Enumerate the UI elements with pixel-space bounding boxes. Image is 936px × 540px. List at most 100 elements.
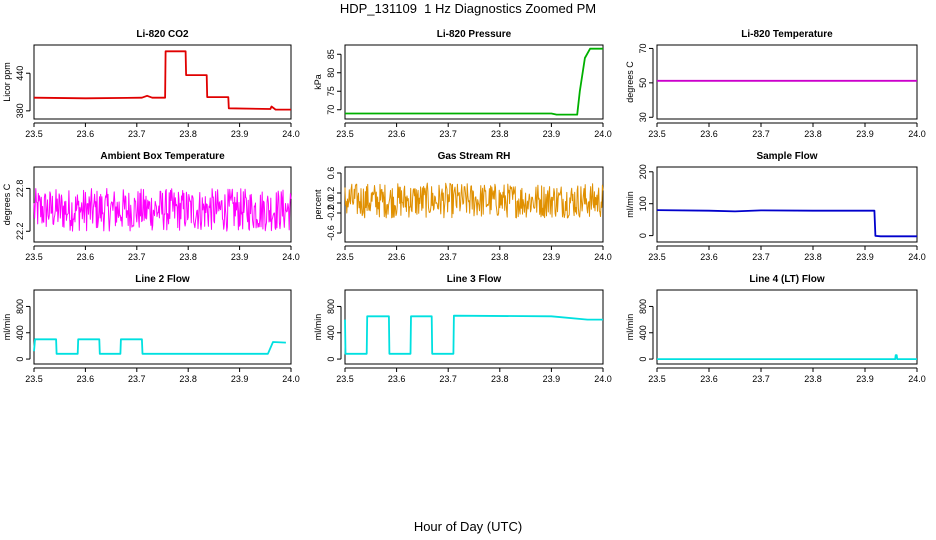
x-tick-label: 23.5 bbox=[648, 374, 666, 384]
panel-title: Sample Flow bbox=[756, 151, 817, 162]
y-tick-label: -0.2 bbox=[326, 205, 336, 221]
y-tick-label: 22.2 bbox=[15, 223, 25, 241]
y-axis-label: degrees C bbox=[625, 61, 635, 103]
x-tick-label: 24.0 bbox=[908, 374, 926, 384]
panel-title: Ambient Box Temperature bbox=[100, 151, 225, 162]
x-tick-label: 23.5 bbox=[648, 252, 666, 262]
panel-7: Line 2 Flow 23.5 23.6 23.7 23.8 23.9 24.0 0 400 8… bbox=[2, 274, 300, 384]
y-axis: -0.6 -0.20.00.2 0.6 bbox=[326, 167, 342, 241]
y-axis-label: degrees C bbox=[2, 183, 12, 225]
y-tick-label: 400 bbox=[15, 325, 25, 340]
x-tick-label: 24.0 bbox=[594, 129, 612, 139]
y-tick-label: 22.8 bbox=[15, 180, 25, 198]
y-tick-label: 400 bbox=[638, 325, 648, 340]
x-tick-label: 23.5 bbox=[25, 252, 43, 262]
x-tick-label: 23.9 bbox=[856, 252, 874, 262]
x-tick-label: 23.5 bbox=[336, 374, 354, 384]
panel-title: Li-820 Pressure bbox=[437, 29, 512, 40]
y-tick-label: 800 bbox=[326, 299, 336, 314]
x-axis: 23.5 23.6 23.7 23.8 23.9 24.0 bbox=[25, 122, 300, 139]
panel-2: Li-820 Pressure 23.5 23.6 23.7 23.8 23.9 24.0 7… bbox=[313, 29, 612, 139]
x-tick-label: 23.7 bbox=[752, 252, 770, 262]
y-axis: 0 400 800 bbox=[15, 299, 31, 362]
x-tick-label: 24.0 bbox=[282, 252, 300, 262]
y-tick-label: 800 bbox=[15, 299, 25, 314]
series-line bbox=[345, 47, 603, 116]
x-tick-label: 23.7 bbox=[128, 374, 146, 384]
panel-title: Li-820 Temperature bbox=[741, 29, 833, 40]
series-line bbox=[656, 209, 917, 238]
x-tick-label: 23.9 bbox=[856, 129, 874, 139]
x-axis: 23.5 23.6 23.7 23.8 23.9 24.0 bbox=[336, 122, 612, 139]
x-tick-label: 23.8 bbox=[491, 374, 509, 384]
y-axis: 70 75 80 85 bbox=[326, 49, 342, 115]
y-axis: 0 400 800 bbox=[638, 299, 654, 362]
x-tick-label: 23.8 bbox=[491, 129, 509, 139]
series-line bbox=[657, 354, 917, 360]
x-tick-label: 23.9 bbox=[231, 129, 249, 139]
series-line bbox=[33, 188, 292, 232]
x-tick-label: 23.6 bbox=[388, 374, 406, 384]
panel-title: Line 3 Flow bbox=[447, 274, 502, 285]
x-axis: 23.5 23.6 23.7 23.8 23.9 24.0 bbox=[25, 367, 300, 384]
x-tick-label: 23.7 bbox=[752, 129, 770, 139]
panel-title: Li-820 CO2 bbox=[136, 29, 189, 40]
y-tick-label: 440 bbox=[15, 66, 25, 81]
plot-frame bbox=[656, 44, 918, 120]
series-line bbox=[344, 314, 603, 355]
x-tick-label: 23.7 bbox=[439, 374, 457, 384]
x-tick-label: 23.9 bbox=[543, 374, 561, 384]
x-axis: 23.5 23.6 23.7 23.8 23.9 24.0 bbox=[648, 367, 926, 384]
y-tick-label: 400 bbox=[326, 325, 336, 340]
x-tick-label: 24.0 bbox=[594, 374, 612, 384]
y-tick-label: 70 bbox=[326, 105, 336, 115]
plot-frame bbox=[33, 44, 292, 120]
y-tick-label: 80 bbox=[326, 68, 336, 78]
y-tick-label: 0 bbox=[15, 357, 25, 362]
y-axis-label: ml/min bbox=[313, 314, 323, 341]
x-axis: 23.5 23.6 23.7 23.8 23.9 24.0 bbox=[648, 122, 926, 139]
x-tick-label: 24.0 bbox=[282, 129, 300, 139]
y-axis-label: percent bbox=[313, 189, 323, 220]
x-tick-label: 24.0 bbox=[282, 374, 300, 384]
plot-frame bbox=[656, 166, 918, 243]
x-tick-label: 23.7 bbox=[128, 129, 146, 139]
x-tick-label: 23.9 bbox=[856, 374, 874, 384]
x-tick-label: 23.6 bbox=[700, 252, 718, 262]
plot-frame bbox=[33, 289, 292, 365]
x-tick-label: 23.7 bbox=[128, 252, 146, 262]
x-tick-label: 23.9 bbox=[543, 129, 561, 139]
x-tick-label: 23.6 bbox=[77, 374, 95, 384]
x-tick-label: 23.7 bbox=[752, 374, 770, 384]
x-axis: 23.5 23.6 23.7 23.8 23.9 24.0 bbox=[336, 367, 612, 384]
panel-9: Line 4 (LT) Flow 23.5 23.6 23.7 23.8 23.9 24.0… bbox=[625, 274, 926, 384]
y-tick-label: 30 bbox=[638, 112, 648, 122]
panel-3: Li-820 Temperature 23.5 23.6 23.7 23.8 23.9 24… bbox=[625, 29, 926, 139]
panel-8: Line 3 Flow 23.5 23.6 23.7 23.8 23.9 24.0 0 400 8… bbox=[313, 274, 612, 384]
x-tick-label: 23.6 bbox=[700, 129, 718, 139]
x-tick-label: 23.5 bbox=[648, 129, 666, 139]
x-axis-title: Hour of Day (UTC) bbox=[413, 519, 523, 534]
x-tick-label: 23.8 bbox=[179, 129, 197, 139]
x-tick-label: 24.0 bbox=[594, 252, 612, 262]
x-tick-label: 23.6 bbox=[388, 129, 406, 139]
x-axis: 23.5 23.6 23.7 23.8 23.9 24.0 bbox=[336, 245, 612, 262]
x-tick-label: 24.0 bbox=[908, 129, 926, 139]
plot-frame bbox=[344, 166, 604, 243]
panel-title: Line 2 Flow bbox=[135, 274, 190, 285]
panel-5: Gas Stream RH 23.5 23.6 23.7 23.8 23.9 24.0 -0.… bbox=[313, 151, 612, 262]
series-line bbox=[33, 50, 291, 111]
y-axis-label: ml/min bbox=[2, 314, 12, 341]
y-tick-label: 75 bbox=[326, 86, 336, 96]
y-axis-label: ml/min bbox=[625, 314, 635, 341]
y-axis: 380 440 bbox=[15, 66, 31, 118]
x-tick-label: 23.7 bbox=[439, 252, 457, 262]
x-tick-label: 23.8 bbox=[804, 374, 822, 384]
x-tick-label: 23.8 bbox=[804, 252, 822, 262]
figure-title: HDP_131109 1 Hz Diagnostics Zoomed PM bbox=[339, 1, 597, 16]
y-axis: 30 50 70 bbox=[638, 43, 654, 122]
y-axis-label: ml/min bbox=[625, 191, 635, 218]
y-axis: 22.2 22.8 bbox=[15, 180, 31, 241]
